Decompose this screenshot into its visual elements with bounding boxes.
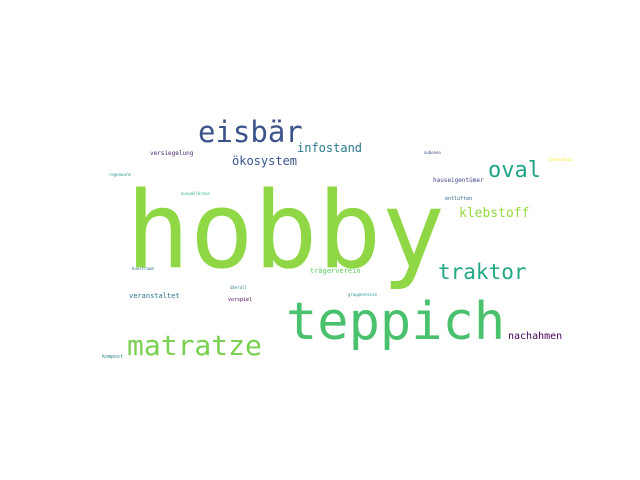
word-vorspiel: vorspiel [228,297,253,303]
word-entlueften: entlüften [445,196,473,202]
word-oval: oval [488,158,541,183]
word-auswahlbraun: auswahlbraun [181,191,210,196]
word-hobby: hobby [126,169,446,292]
word-veranstaltet: veranstaltet [129,292,180,300]
word-laermschutz: lärmschutz [548,157,573,162]
word-hauseigentumer: hauseigentümer [433,177,484,184]
word-ueberall: überall [230,285,247,290]
word-nachahmen: nachahmen [508,331,563,342]
word-kunstraum: kunstraum [132,266,154,271]
word-infostand: infostand [297,141,363,155]
word-kompost: kompost [102,354,124,360]
word-traktor: traktor [438,260,527,284]
word-okosystem: ökosystem [232,154,298,168]
word-versiegelung: versiegelung [150,150,194,157]
word-teppich: teppich [286,292,506,352]
word-tragerverein: trägerverein [310,267,361,275]
word-regenwurm: regenwurm [109,172,131,177]
word-klebstoff: klebstoff [459,206,530,221]
word-matratze: matratze [127,329,262,362]
word-eisbar: eisbär [198,115,303,149]
word-gruppenreise: gruppenreise [348,292,377,297]
word-aussen: außeneo [424,150,441,155]
